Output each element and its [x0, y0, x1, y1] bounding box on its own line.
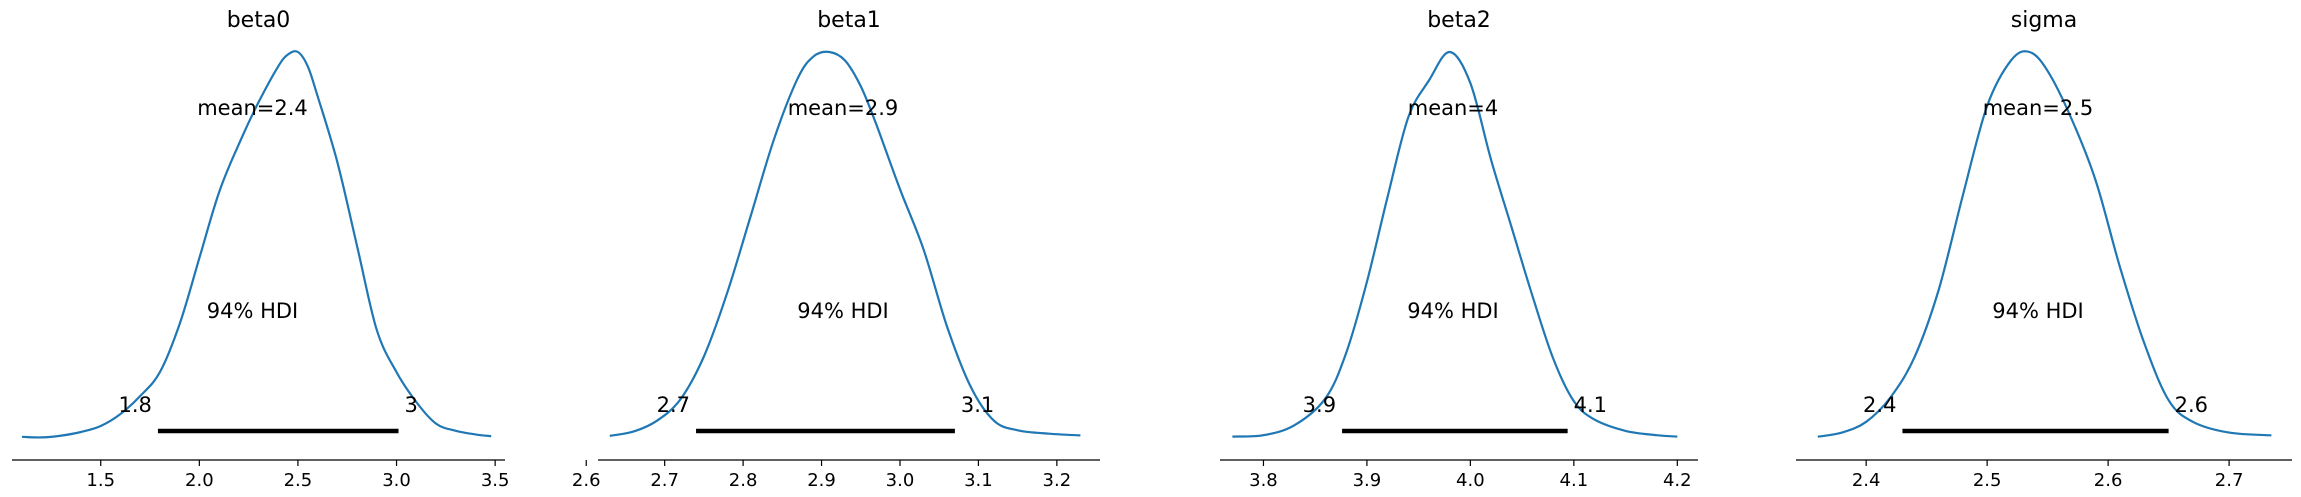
hdi-lower-label: 2.7 — [657, 393, 690, 417]
panel-title: beta0 — [227, 8, 291, 33]
hdi-lower-label: 3.9 — [1303, 393, 1336, 417]
x-tick-label: 2.6 — [2094, 470, 2123, 491]
hdi-upper-label: 3.1 — [961, 393, 994, 417]
x-tick-label: 3.0 — [382, 470, 411, 491]
hdi-label: 94% HDI — [797, 299, 889, 323]
x-tick-label: 2.5 — [1973, 470, 2002, 491]
x-tick-label: 4.1 — [1560, 470, 1589, 491]
x-tick-label: 3.5 — [481, 470, 510, 491]
panel-title: beta1 — [817, 8, 881, 33]
x-tick-label: 2.5 — [284, 470, 313, 491]
hdi-label: 94% HDI — [1407, 299, 1499, 323]
hdi-lower-label: 1.8 — [119, 393, 152, 417]
density-curve — [1817, 50, 2272, 438]
mean-label: mean=2.9 — [788, 96, 899, 120]
x-tick-label: 2.6 — [572, 470, 601, 491]
hdi-upper-label: 4.1 — [1574, 393, 1607, 417]
x-tick-label: 2.9 — [807, 470, 836, 491]
density-curve — [609, 50, 1081, 437]
x-tick-label: 4.2 — [1663, 470, 1692, 491]
x-tick-label: 4.0 — [1456, 470, 1485, 491]
x-tick-label: 2.0 — [185, 470, 214, 491]
hdi-lower-label: 2.4 — [1863, 393, 1896, 417]
hdi-upper-label: 2.6 — [2175, 393, 2208, 417]
x-tick-label: 2.4 — [1852, 470, 1881, 491]
mean-label: mean=2.4 — [197, 96, 308, 120]
x-tick-label: 2.7 — [2215, 470, 2244, 491]
x-tick-label: 1.5 — [86, 470, 115, 491]
x-tick-label: 3.2 — [1043, 470, 1072, 491]
mean-label: mean=4 — [1408, 96, 1499, 120]
panel-title: beta2 — [1427, 8, 1491, 33]
x-tick-label: 3.8 — [1249, 470, 1278, 491]
x-tick-label: 2.7 — [650, 470, 679, 491]
hdi-label: 94% HDI — [1992, 299, 2084, 323]
density-curve — [1232, 50, 1678, 438]
hdi-upper-label: 3 — [405, 393, 418, 417]
mean-label: mean=2.5 — [1983, 96, 2094, 120]
x-tick-label: 3.1 — [964, 470, 993, 491]
x-tick-label: 3.0 — [886, 470, 915, 491]
panel-title: sigma — [2011, 8, 2077, 33]
density-curve — [21, 50, 492, 439]
x-tick-label: 2.8 — [729, 470, 758, 491]
hdi-label: 94% HDI — [207, 299, 299, 323]
x-tick-label: 3.9 — [1353, 470, 1382, 491]
